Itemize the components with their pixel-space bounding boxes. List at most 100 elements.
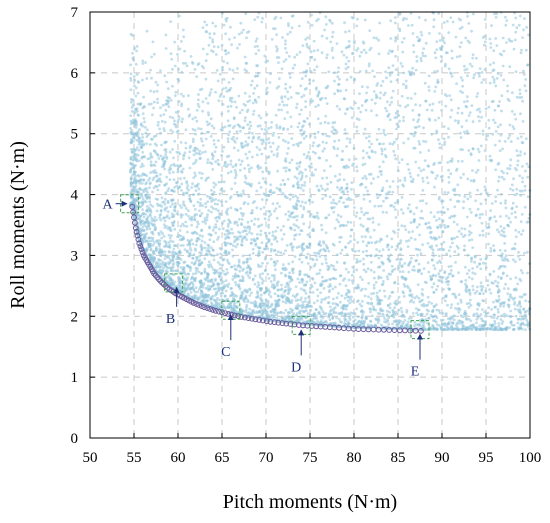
cloud-point bbox=[261, 138, 265, 142]
cloud-point bbox=[299, 178, 303, 182]
cloud-point bbox=[145, 29, 149, 33]
cloud-point bbox=[404, 105, 407, 109]
cloud-point bbox=[210, 152, 214, 156]
cloud-point bbox=[214, 231, 218, 235]
cloud-point bbox=[335, 42, 339, 45]
cloud-point bbox=[287, 22, 290, 25]
cloud-point bbox=[191, 140, 195, 144]
cloud-point bbox=[353, 312, 357, 316]
cloud-point bbox=[261, 170, 265, 174]
cloud-point bbox=[215, 219, 219, 223]
cloud-point bbox=[351, 300, 354, 303]
cloud-point bbox=[262, 206, 266, 209]
cloud-point bbox=[325, 176, 329, 180]
cloud-point bbox=[439, 327, 443, 330]
cloud-point bbox=[366, 227, 370, 231]
cloud-point bbox=[404, 79, 408, 83]
cloud-point bbox=[474, 171, 478, 174]
cloud-point bbox=[175, 164, 179, 167]
cloud-point bbox=[150, 219, 154, 223]
cloud-point bbox=[288, 197, 292, 201]
cloud-point bbox=[166, 201, 170, 205]
cloud-point bbox=[163, 74, 167, 78]
cloud-point bbox=[380, 254, 384, 258]
cloud-point bbox=[377, 298, 381, 302]
cloud-point bbox=[193, 68, 197, 71]
cloud-point bbox=[391, 268, 395, 272]
cloud-point bbox=[374, 281, 378, 284]
cloud-point bbox=[321, 176, 324, 180]
cloud-point bbox=[347, 40, 351, 43]
cloud-point bbox=[401, 290, 405, 294]
cloud-point bbox=[284, 268, 288, 271]
cloud-point bbox=[418, 233, 421, 237]
cloud-point bbox=[266, 247, 269, 251]
cloud-point bbox=[379, 173, 383, 176]
cloud-point bbox=[518, 153, 522, 157]
cloud-point bbox=[240, 108, 244, 112]
cloud-point bbox=[158, 127, 162, 131]
cloud-point bbox=[238, 168, 242, 172]
cloud-point bbox=[149, 247, 153, 251]
cloud-point bbox=[447, 249, 451, 253]
cloud-point bbox=[466, 15, 469, 18]
cloud-point bbox=[182, 268, 185, 272]
cloud-point bbox=[395, 244, 399, 248]
cloud-point bbox=[241, 189, 245, 193]
cloud-point bbox=[476, 307, 479, 311]
cloud-point bbox=[455, 235, 459, 239]
cloud-point bbox=[457, 229, 461, 233]
cloud-point bbox=[203, 241, 207, 244]
cloud-point bbox=[314, 105, 318, 108]
cloud-point bbox=[340, 294, 344, 297]
cloud-point bbox=[146, 128, 149, 132]
cloud-point bbox=[276, 250, 280, 254]
cloud-point bbox=[347, 278, 351, 282]
cloud-point bbox=[380, 147, 383, 151]
cloud-point bbox=[499, 265, 503, 268]
cloud-point bbox=[462, 172, 465, 176]
cloud-point bbox=[238, 297, 242, 301]
cloud-point bbox=[306, 301, 310, 305]
cloud-point bbox=[369, 297, 373, 301]
cloud-point bbox=[236, 46, 239, 50]
cloud-point bbox=[260, 311, 264, 315]
cloud-point bbox=[276, 226, 280, 229]
cloud-point bbox=[200, 228, 204, 232]
cloud-point bbox=[250, 79, 254, 83]
cloud-point bbox=[463, 227, 467, 231]
cloud-point bbox=[382, 142, 385, 146]
cloud-point bbox=[248, 120, 252, 124]
cloud-point bbox=[333, 92, 336, 96]
cloud-point bbox=[372, 305, 375, 309]
cloud-point bbox=[198, 171, 202, 175]
cloud-point bbox=[155, 218, 159, 222]
cloud-point bbox=[381, 186, 385, 190]
cloud-point bbox=[500, 94, 504, 98]
cloud-point bbox=[304, 292, 308, 295]
cloud-point bbox=[222, 78, 226, 81]
cloud-point bbox=[502, 78, 506, 82]
cloud-point bbox=[296, 144, 300, 148]
cloud-point bbox=[153, 215, 157, 219]
cloud-point bbox=[258, 275, 262, 279]
cloud-point bbox=[284, 285, 287, 289]
cloud-point bbox=[281, 267, 285, 271]
cloud-point bbox=[302, 310, 306, 314]
cloud-point bbox=[137, 139, 141, 143]
cloud-point bbox=[204, 205, 208, 209]
cloud-point bbox=[180, 70, 184, 74]
cloud-point bbox=[461, 91, 464, 94]
cloud-point bbox=[314, 151, 317, 155]
cloud-point bbox=[129, 122, 133, 126]
cloud-point bbox=[223, 272, 227, 276]
cloud-point bbox=[468, 62, 472, 66]
cloud-point bbox=[289, 125, 293, 128]
cloud-point bbox=[185, 64, 189, 68]
cloud-point bbox=[245, 110, 249, 113]
cloud-point bbox=[466, 131, 470, 135]
cloud-point bbox=[340, 320, 343, 324]
cloud-point bbox=[272, 191, 276, 194]
cloud-point bbox=[471, 246, 475, 250]
cloud-point bbox=[418, 223, 421, 227]
